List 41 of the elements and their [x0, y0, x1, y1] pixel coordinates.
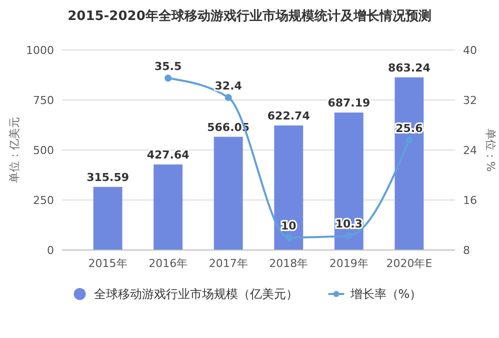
- y2-tick-label: 8: [463, 244, 470, 257]
- y-tick-label: 1000: [26, 44, 54, 57]
- data-label: 315.59: [86, 170, 130, 184]
- data-label: 622.74: [267, 109, 310, 122]
- y-tick-label: 0: [47, 244, 54, 257]
- legend-label: 全球移动游戏行业市场规模（亿美元）: [94, 287, 298, 301]
- bar: [274, 125, 304, 250]
- y2-tick-label: 32: [463, 94, 477, 107]
- point: [285, 234, 292, 241]
- x-tick-label: 2018年: [269, 257, 308, 270]
- data-label: 863.24: [388, 61, 431, 74]
- data-label: 10.3: [335, 218, 362, 231]
- y2-tick-label: 40: [463, 44, 477, 57]
- bar: [214, 136, 243, 250]
- point: [406, 136, 413, 144]
- x-tick-label: 2015年: [88, 257, 128, 270]
- data-label: 687.19: [328, 96, 370, 110]
- x-tick-label: 2017年: [208, 257, 248, 270]
- y-axis-title: 单位：亿美元: [8, 117, 21, 183]
- point: [164, 74, 172, 82]
- chart-title: 2015-2020年全球移动游戏行业市场规模统计及增长情况预测: [68, 8, 432, 24]
- legend-label: 增长率（%）: [349, 287, 422, 301]
- point: [224, 94, 232, 101]
- bar: [154, 164, 183, 250]
- y-tick-label: 750: [33, 94, 54, 107]
- y2-tick-label: 16: [463, 194, 477, 207]
- data-label: 10: [280, 220, 297, 232]
- data-label: 32.4: [214, 80, 242, 92]
- data-label: 427.64: [146, 148, 190, 162]
- bar: [93, 186, 122, 250]
- bar: [394, 77, 424, 250]
- data-label: 25.6: [396, 122, 424, 135]
- x-tick-label: 2020年E: [386, 257, 432, 270]
- x-tick-label: 2019年: [329, 257, 368, 270]
- y-tick-label: 500: [33, 144, 54, 157]
- y-tick-label: 250: [33, 194, 54, 207]
- data-label: 35.5: [154, 60, 182, 74]
- x-tick-label: 2016年: [148, 257, 188, 270]
- y2-tick-label: 24: [463, 144, 477, 157]
- y2-axis-title: 单位：%: [484, 128, 497, 172]
- bar: [334, 112, 364, 250]
